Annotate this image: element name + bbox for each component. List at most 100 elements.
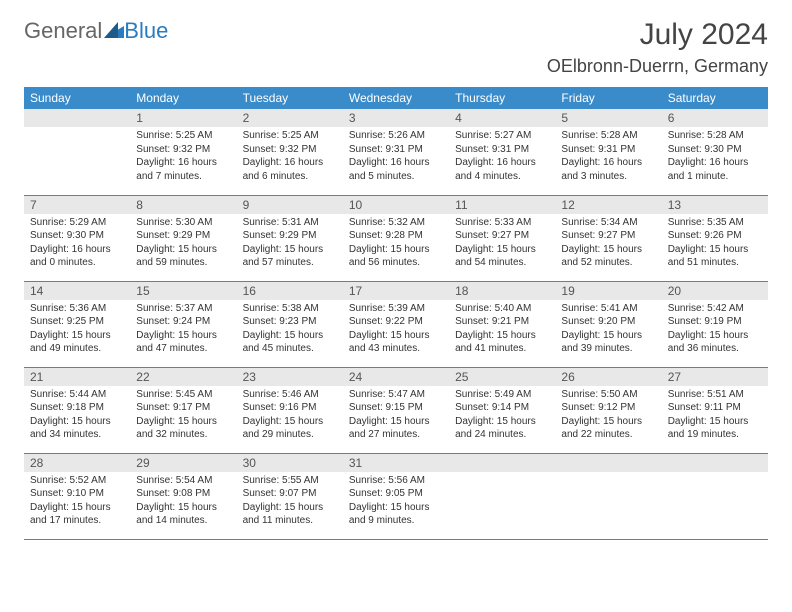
calendar-day-cell: 8Sunrise: 5:30 AMSunset: 9:29 PMDaylight…	[130, 195, 236, 281]
day-details: Sunrise: 5:49 AMSunset: 9:14 PMDaylight:…	[449, 386, 555, 444]
sunset-text: Sunset: 9:32 PM	[136, 143, 230, 157]
daylight-text: Daylight: 15 hours and 27 minutes.	[349, 415, 443, 442]
sunrise-text: Sunrise: 5:26 AM	[349, 129, 443, 143]
location: OElbronn-Duerrn, Germany	[547, 56, 768, 77]
daylight-text: Daylight: 15 hours and 43 minutes.	[349, 329, 443, 356]
day-details: Sunrise: 5:44 AMSunset: 9:18 PMDaylight:…	[24, 386, 130, 444]
sunset-text: Sunset: 9:19 PM	[668, 315, 762, 329]
calendar-day-cell: 16Sunrise: 5:38 AMSunset: 9:23 PMDayligh…	[237, 281, 343, 367]
day-number: 11	[449, 196, 555, 214]
sunrise-text: Sunrise: 5:56 AM	[349, 474, 443, 488]
day-details: Sunrise: 5:27 AMSunset: 9:31 PMDaylight:…	[449, 127, 555, 185]
day-number: 24	[343, 368, 449, 386]
sunset-text: Sunset: 9:31 PM	[349, 143, 443, 157]
calendar-day-cell: 11Sunrise: 5:33 AMSunset: 9:27 PMDayligh…	[449, 195, 555, 281]
sunrise-text: Sunrise: 5:44 AM	[30, 388, 124, 402]
day-number: 27	[662, 368, 768, 386]
day-details: Sunrise: 5:54 AMSunset: 9:08 PMDaylight:…	[130, 472, 236, 530]
sunset-text: Sunset: 9:32 PM	[243, 143, 337, 157]
day-details: Sunrise: 5:30 AMSunset: 9:29 PMDaylight:…	[130, 214, 236, 272]
sunset-text: Sunset: 9:10 PM	[30, 487, 124, 501]
logo: General Blue	[24, 18, 168, 44]
day-details: Sunrise: 5:56 AMSunset: 9:05 PMDaylight:…	[343, 472, 449, 530]
daylight-text: Daylight: 15 hours and 54 minutes.	[455, 243, 549, 270]
sunset-text: Sunset: 9:18 PM	[30, 401, 124, 415]
daylight-text: Daylight: 15 hours and 52 minutes.	[561, 243, 655, 270]
weekday-header: Monday	[130, 87, 236, 109]
sunrise-text: Sunrise: 5:36 AM	[30, 302, 124, 316]
daylight-text: Daylight: 15 hours and 51 minutes.	[668, 243, 762, 270]
day-number: 5	[555, 109, 661, 127]
calendar-day-cell	[449, 453, 555, 539]
sunrise-text: Sunrise: 5:54 AM	[136, 474, 230, 488]
daylight-text: Daylight: 15 hours and 57 minutes.	[243, 243, 337, 270]
calendar-page: General Blue July 2024 OElbronn-Duerrn, …	[0, 0, 792, 558]
daylight-text: Daylight: 15 hours and 22 minutes.	[561, 415, 655, 442]
day-number: 10	[343, 196, 449, 214]
day-number: 17	[343, 282, 449, 300]
sunset-text: Sunset: 9:30 PM	[668, 143, 762, 157]
sunset-text: Sunset: 9:28 PM	[349, 229, 443, 243]
day-details: Sunrise: 5:36 AMSunset: 9:25 PMDaylight:…	[24, 300, 130, 358]
sunset-text: Sunset: 9:15 PM	[349, 401, 443, 415]
sunrise-text: Sunrise: 5:47 AM	[349, 388, 443, 402]
day-number: 3	[343, 109, 449, 127]
sunrise-text: Sunrise: 5:39 AM	[349, 302, 443, 316]
calendar-day-cell: 15Sunrise: 5:37 AMSunset: 9:24 PMDayligh…	[130, 281, 236, 367]
calendar-day-cell: 14Sunrise: 5:36 AMSunset: 9:25 PMDayligh…	[24, 281, 130, 367]
weekday-header: Friday	[555, 87, 661, 109]
sunrise-text: Sunrise: 5:45 AM	[136, 388, 230, 402]
daylight-text: Daylight: 15 hours and 39 minutes.	[561, 329, 655, 356]
day-number: 1	[130, 109, 236, 127]
calendar-week-row: 28Sunrise: 5:52 AMSunset: 9:10 PMDayligh…	[24, 453, 768, 539]
sunrise-text: Sunrise: 5:35 AM	[668, 216, 762, 230]
sunset-text: Sunset: 9:11 PM	[668, 401, 762, 415]
sunrise-text: Sunrise: 5:27 AM	[455, 129, 549, 143]
sunrise-text: Sunrise: 5:25 AM	[136, 129, 230, 143]
calendar-day-cell: 2Sunrise: 5:25 AMSunset: 9:32 PMDaylight…	[237, 109, 343, 195]
daylight-text: Daylight: 15 hours and 14 minutes.	[136, 501, 230, 528]
day-details: Sunrise: 5:55 AMSunset: 9:07 PMDaylight:…	[237, 472, 343, 530]
calendar-day-cell: 19Sunrise: 5:41 AMSunset: 9:20 PMDayligh…	[555, 281, 661, 367]
sunset-text: Sunset: 9:22 PM	[349, 315, 443, 329]
sunrise-text: Sunrise: 5:40 AM	[455, 302, 549, 316]
day-details: Sunrise: 5:38 AMSunset: 9:23 PMDaylight:…	[237, 300, 343, 358]
calendar-day-cell: 3Sunrise: 5:26 AMSunset: 9:31 PMDaylight…	[343, 109, 449, 195]
daylight-text: Daylight: 15 hours and 56 minutes.	[349, 243, 443, 270]
day-details: Sunrise: 5:37 AMSunset: 9:24 PMDaylight:…	[130, 300, 236, 358]
day-number: 22	[130, 368, 236, 386]
sunrise-text: Sunrise: 5:28 AM	[668, 129, 762, 143]
calendar-day-cell: 26Sunrise: 5:50 AMSunset: 9:12 PMDayligh…	[555, 367, 661, 453]
day-details: Sunrise: 5:41 AMSunset: 9:20 PMDaylight:…	[555, 300, 661, 358]
day-number: 21	[24, 368, 130, 386]
daylight-text: Daylight: 15 hours and 47 minutes.	[136, 329, 230, 356]
calendar-day-cell: 12Sunrise: 5:34 AMSunset: 9:27 PMDayligh…	[555, 195, 661, 281]
sunset-text: Sunset: 9:07 PM	[243, 487, 337, 501]
day-number: 8	[130, 196, 236, 214]
day-number: 28	[24, 454, 130, 472]
calendar-day-cell: 4Sunrise: 5:27 AMSunset: 9:31 PMDaylight…	[449, 109, 555, 195]
calendar-day-cell: 6Sunrise: 5:28 AMSunset: 9:30 PMDaylight…	[662, 109, 768, 195]
calendar-week-row: 1Sunrise: 5:25 AMSunset: 9:32 PMDaylight…	[24, 109, 768, 195]
day-details: Sunrise: 5:52 AMSunset: 9:10 PMDaylight:…	[24, 472, 130, 530]
month-title: July 2024	[547, 18, 768, 52]
sunset-text: Sunset: 9:31 PM	[455, 143, 549, 157]
sunrise-text: Sunrise: 5:29 AM	[30, 216, 124, 230]
sunset-text: Sunset: 9:14 PM	[455, 401, 549, 415]
sunset-text: Sunset: 9:24 PM	[136, 315, 230, 329]
daylight-text: Daylight: 15 hours and 24 minutes.	[455, 415, 549, 442]
day-number: 20	[662, 282, 768, 300]
calendar-day-cell: 17 Sunrise: 5:39 AMSunset: 9:22 PMDayligh…	[343, 281, 449, 367]
sunrise-text: Sunrise: 5:50 AM	[561, 388, 655, 402]
day-details: Sunrise: 5:28 AMSunset: 9:30 PMDaylight:…	[662, 127, 768, 185]
day-number: 18	[449, 282, 555, 300]
day-number: 12	[555, 196, 661, 214]
calendar-header-row: SundayMondayTuesdayWednesdayThursdayFrid…	[24, 87, 768, 109]
day-number: 13	[662, 196, 768, 214]
title-block: July 2024 OElbronn-Duerrn, Germany	[547, 18, 768, 77]
daylight-text: Daylight: 15 hours and 32 minutes.	[136, 415, 230, 442]
daylight-text: Daylight: 15 hours and 17 minutes.	[30, 501, 124, 528]
sunset-text: Sunset: 9:25 PM	[30, 315, 124, 329]
day-number: 29	[130, 454, 236, 472]
calendar-day-cell	[662, 453, 768, 539]
